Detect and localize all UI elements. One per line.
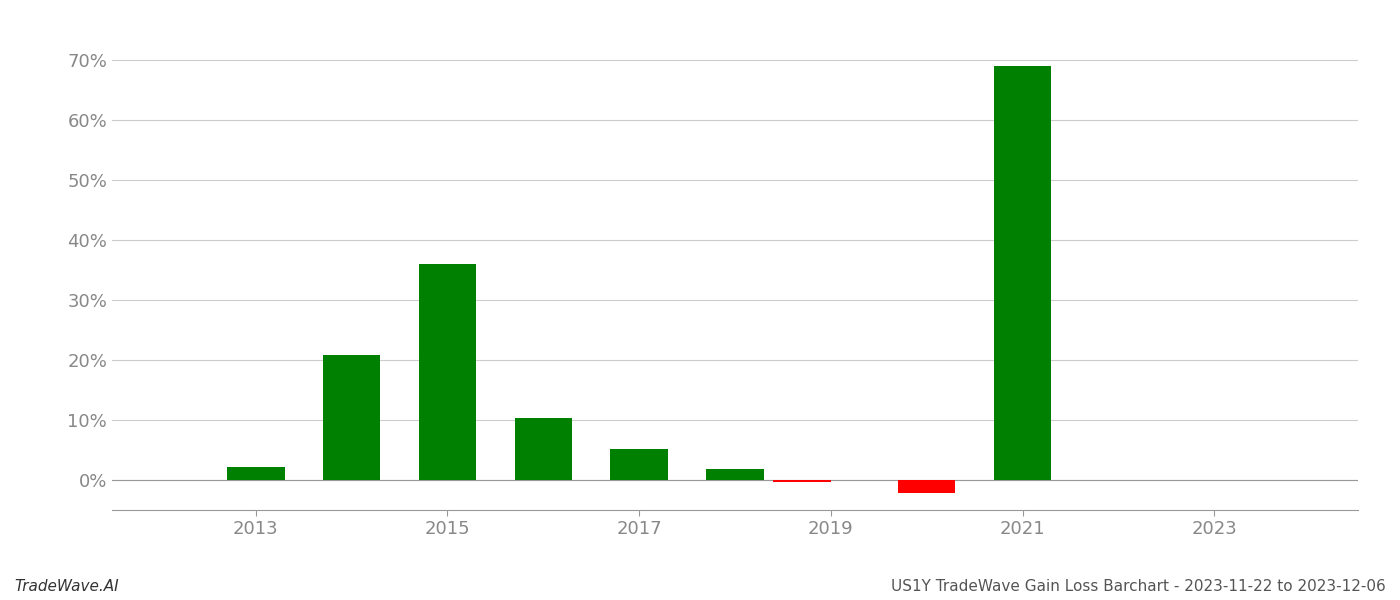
Bar <box>610 449 668 480</box>
Bar <box>515 418 573 480</box>
Bar <box>706 469 764 480</box>
Bar <box>323 355 381 480</box>
Text: TradeWave.AI: TradeWave.AI <box>14 579 119 594</box>
Bar <box>773 480 830 482</box>
Bar <box>227 467 284 480</box>
Bar <box>994 66 1051 480</box>
Bar <box>897 480 955 493</box>
Text: US1Y TradeWave Gain Loss Barchart - 2023-11-22 to 2023-12-06: US1Y TradeWave Gain Loss Barchart - 2023… <box>892 579 1386 594</box>
Bar <box>419 264 476 480</box>
